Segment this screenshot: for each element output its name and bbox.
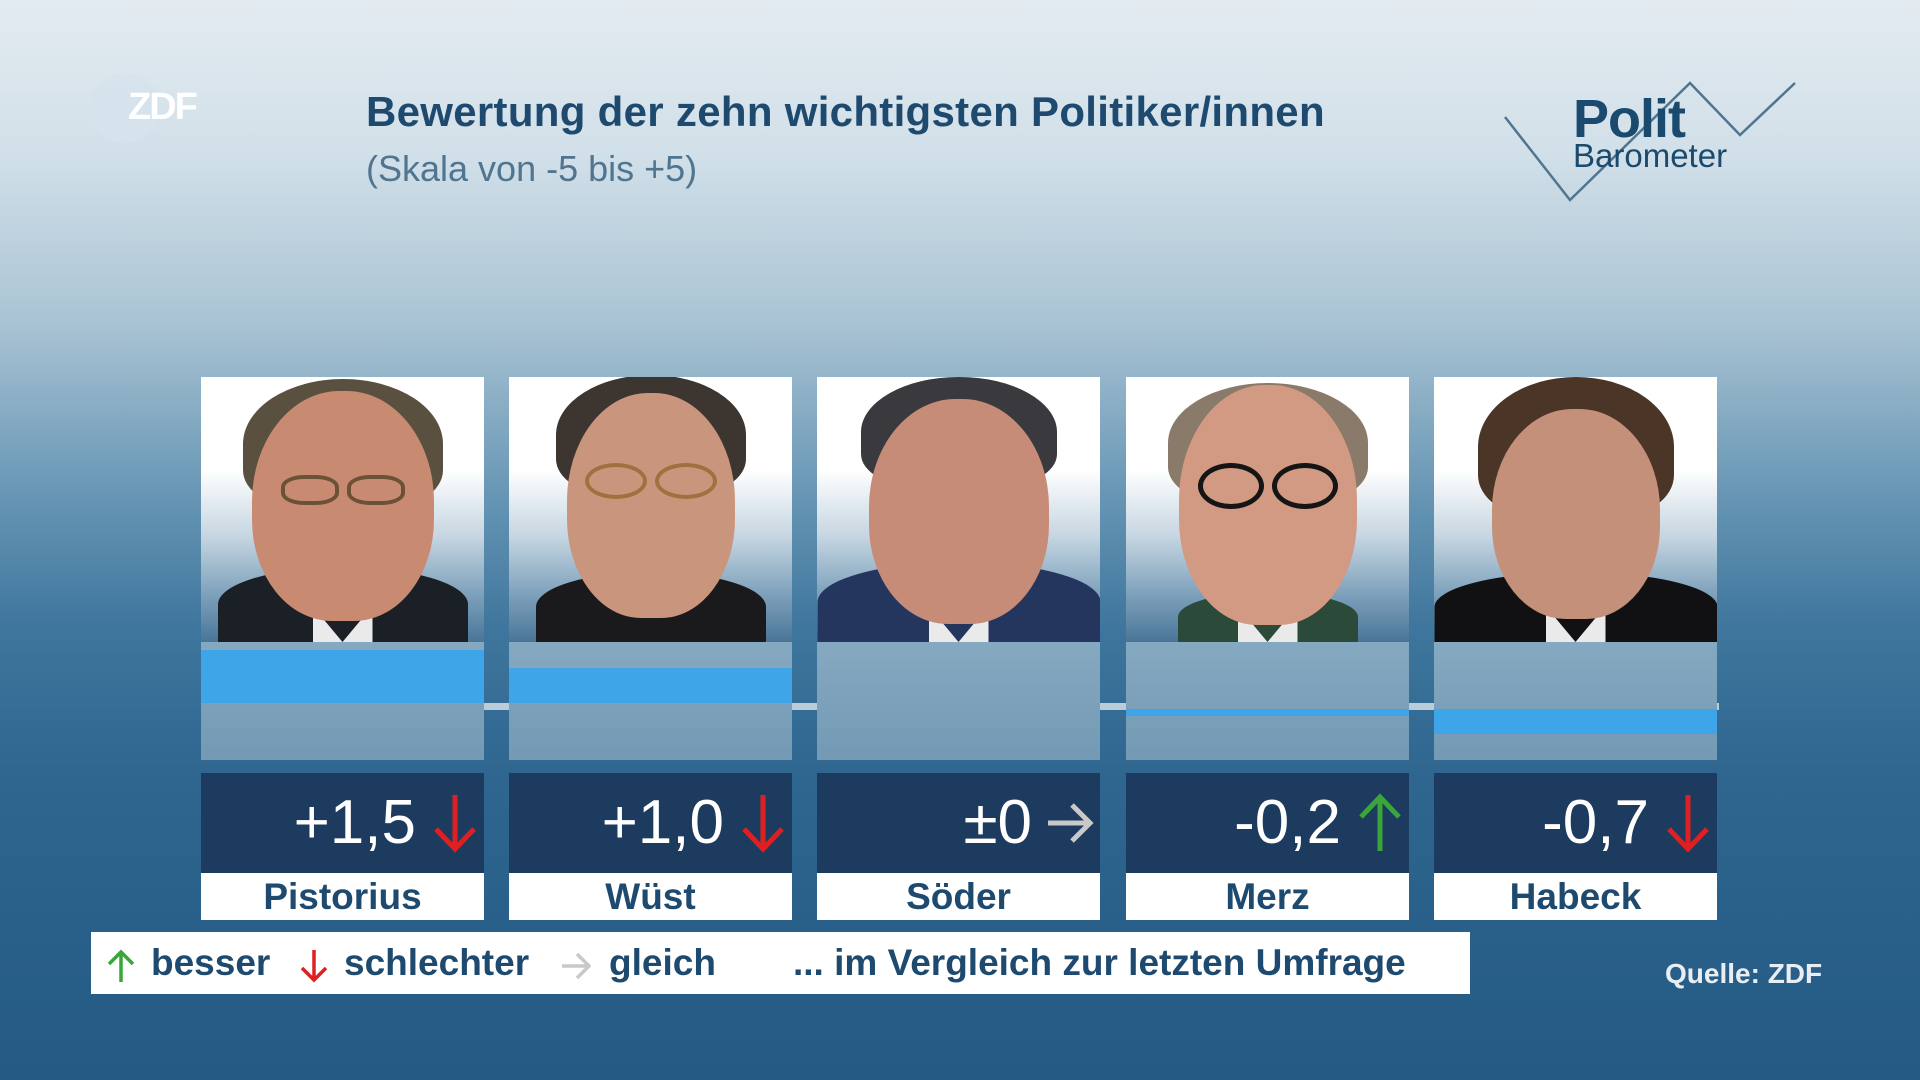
portrait-photo bbox=[509, 377, 792, 642]
bar-track bbox=[201, 642, 484, 760]
legend: besser schlechter gleich ... im Vergleic… bbox=[91, 932, 1470, 994]
rating-value: -0,2 bbox=[1234, 788, 1341, 857]
portrait-photo bbox=[201, 377, 484, 642]
politician-name: Söder bbox=[906, 876, 1011, 917]
rating-bar bbox=[1126, 709, 1409, 716]
politician-name: Pistorius bbox=[263, 876, 422, 917]
portrait-glasses bbox=[584, 463, 717, 499]
rating-bar bbox=[1434, 709, 1717, 734]
politbarometer-polit-text: Polit bbox=[1573, 89, 1686, 149]
portrait-photo bbox=[1126, 377, 1409, 642]
name-strip: Söder bbox=[817, 873, 1100, 920]
portrait-face bbox=[251, 391, 434, 621]
bar-track bbox=[1126, 642, 1409, 760]
bar-track bbox=[1434, 642, 1717, 760]
portrait-face bbox=[566, 393, 735, 618]
bar-track bbox=[817, 642, 1100, 760]
legend-note: ... im Vergleich zur letzten Umfrage bbox=[793, 942, 1406, 983]
value-box: -0,2 bbox=[1126, 773, 1409, 873]
portrait-face bbox=[1491, 409, 1660, 619]
arrow-down-icon bbox=[434, 795, 476, 853]
zdf-logo-text: ZDF bbox=[128, 86, 198, 128]
value-box: -0,7 bbox=[1434, 773, 1717, 873]
portrait-face bbox=[868, 399, 1049, 624]
zdf-logo-circle bbox=[90, 73, 160, 143]
arrow-down-icon bbox=[300, 950, 328, 983]
name-strip: Pistorius bbox=[201, 873, 484, 920]
rating-bar bbox=[201, 650, 484, 703]
value-box: ±0 bbox=[817, 773, 1100, 873]
portrait-glasses bbox=[280, 475, 405, 505]
arrow-down-icon bbox=[1667, 795, 1709, 853]
politbarometer-barometer-text: Barometer bbox=[1573, 137, 1728, 174]
legend-worse: schlechter bbox=[344, 942, 530, 983]
name-strip: Merz bbox=[1126, 873, 1409, 920]
value-box: +1,5 bbox=[201, 773, 484, 873]
rating-value: +1,5 bbox=[293, 788, 416, 857]
arrow-right-icon bbox=[1048, 803, 1094, 843]
politician-name: Wüst bbox=[605, 876, 696, 917]
arrow-down-icon bbox=[742, 795, 784, 853]
politician-name: Merz bbox=[1225, 876, 1310, 917]
legend-better: besser bbox=[151, 942, 271, 983]
bar-track bbox=[509, 642, 792, 760]
name-strip: Wüst bbox=[509, 873, 792, 920]
zigzag-line-icon bbox=[1504, 81, 1796, 202]
chart-title: Bewertung der zehn wichtigsten Politiker… bbox=[366, 88, 1325, 135]
arrow-up-icon bbox=[107, 949, 135, 982]
politician-name: Habeck bbox=[1509, 876, 1642, 917]
arrow-up-icon bbox=[1359, 793, 1401, 851]
legend-same: gleich bbox=[609, 942, 716, 983]
portrait-photo bbox=[1434, 377, 1717, 642]
name-strip: Habeck bbox=[1434, 873, 1717, 920]
portrait-photo bbox=[817, 377, 1100, 642]
rating-value: -0,7 bbox=[1542, 788, 1649, 857]
portrait-glasses bbox=[1197, 463, 1338, 509]
rating-bar bbox=[509, 668, 792, 703]
rating-value: +1,0 bbox=[601, 788, 724, 857]
arrow-right-icon bbox=[562, 952, 591, 980]
rating-value: ±0 bbox=[963, 788, 1032, 857]
source-label: Quelle: ZDF bbox=[1665, 958, 1823, 989]
portrait-face bbox=[1178, 385, 1357, 625]
politbarometer-logo: Polit Barometer bbox=[1500, 75, 1800, 205]
chart-subtitle: (Skala von -5 bis +5) bbox=[366, 148, 698, 189]
value-box: +1,0 bbox=[509, 773, 792, 873]
